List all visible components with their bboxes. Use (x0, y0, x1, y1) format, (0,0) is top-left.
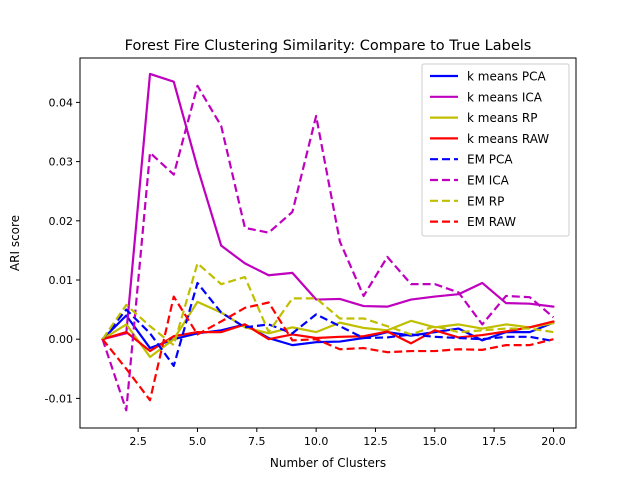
y-tick-label: 0.02 (49, 215, 74, 228)
legend-label: k means ICA (467, 90, 543, 104)
x-tick-label: 10.0 (304, 435, 329, 448)
x-tick-label: 2.5 (129, 435, 147, 448)
x-axis-ticks: 2.5 5.0 7.5 10.0 12.5 15.0 17.5 20.0 (129, 428, 566, 448)
x-tick-label: 15.0 (423, 435, 448, 448)
x-tick-label: 20.0 (541, 435, 566, 448)
y-tick-label: -0.01 (45, 392, 73, 405)
plot-frame (79, 57, 577, 429)
legend-label: k means RAW (467, 132, 549, 146)
x-tick-label: 12.5 (363, 435, 388, 448)
y-tick-label: 0.00 (49, 333, 74, 346)
series-line-em-pca (101, 281, 554, 367)
legend-label: EM ICA (467, 174, 510, 188)
y-axis-label: ARI score (8, 215, 22, 271)
chart-title: Forest Fire Clustering Similarity: Compa… (125, 38, 532, 54)
legend-label: EM RAW (467, 215, 516, 229)
x-axis-label: Number of Clusters (270, 456, 386, 470)
legend-label: EM RP (467, 194, 504, 208)
legend-box (421, 63, 570, 237)
legend-label: k means PCA (467, 70, 546, 84)
legend: k means PCA k means ICA k means RP k means … (421, 63, 570, 237)
x-tick-label: 7.5 (248, 435, 266, 448)
y-tick-label: 0.04 (49, 96, 74, 109)
series-line-k-means-rp (101, 300, 555, 359)
series-line-em-rp (101, 262, 554, 347)
y-axis-ticks: -0.01 0.00 0.01 0.02 0.03 0.04 (45, 96, 80, 405)
series-line-em-raw (101, 295, 554, 402)
series-line-k-means-raw (101, 320, 555, 353)
legend-label: EM PCA (467, 153, 513, 167)
y-tick-label: 0.03 (49, 156, 74, 169)
y-tick-label: 0.01 (49, 274, 74, 287)
x-tick-label: 17.5 (482, 435, 507, 448)
series-line-k-means-ica (101, 72, 555, 341)
legend-label: k means RP (467, 111, 537, 125)
series-layer (101, 72, 555, 412)
x-tick-label: 5.0 (189, 435, 207, 448)
